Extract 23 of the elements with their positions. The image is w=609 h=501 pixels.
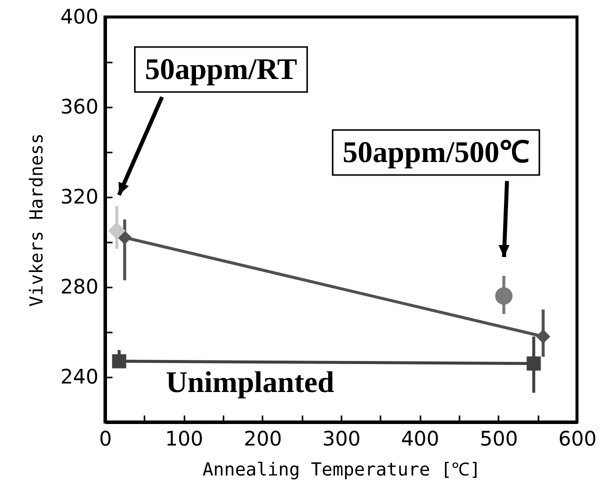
y-axis-title: Vivkers Hardness xyxy=(26,133,48,307)
y-tick-label: 280 xyxy=(60,274,98,298)
y-tick-label: 320 xyxy=(60,184,98,208)
y-tick-label: 240 xyxy=(60,364,98,388)
x-tick-label: 0 xyxy=(99,426,112,450)
x-tick-label: 100 xyxy=(165,426,204,450)
x-tick-label: 500 xyxy=(480,426,518,450)
x-axis-title: Annealing Temperature [℃] xyxy=(202,460,481,480)
annotation: 50appm/RT xyxy=(144,53,298,86)
annotation: 50appm/500℃ xyxy=(342,136,530,169)
point xyxy=(118,230,132,245)
x-tick-label: 600 xyxy=(558,426,597,450)
point xyxy=(108,222,126,240)
annotation: Unimplanted xyxy=(166,366,334,399)
x-tick-label: 400 xyxy=(401,426,440,450)
point xyxy=(112,354,126,368)
point xyxy=(536,329,550,344)
point xyxy=(495,287,512,305)
x-tick-label: 200 xyxy=(244,426,282,450)
point xyxy=(526,356,541,371)
y-tick-label: 360 xyxy=(60,94,98,118)
x-tick-label: 300 xyxy=(322,426,361,450)
y-tick-label: 400 xyxy=(60,4,98,28)
